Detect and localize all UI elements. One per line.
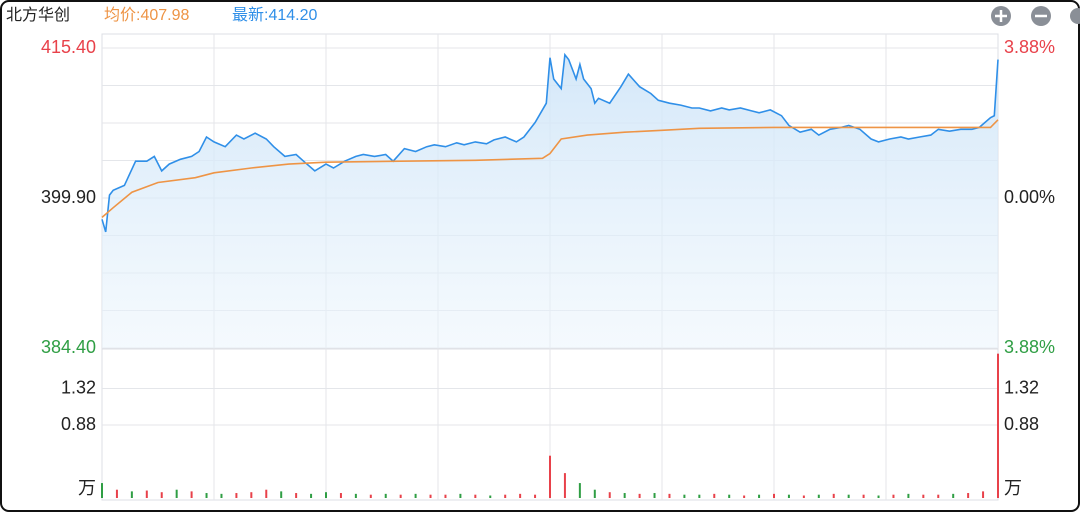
volume-bar [549,455,551,498]
last-price: 最新:414.20 [232,6,317,24]
volume-bar [130,491,133,498]
volume-tick-label: 0.88 [61,414,96,434]
volume-bar [145,490,148,498]
volume-bar [489,495,492,498]
volume-bar [608,492,611,498]
volume-bar [399,494,402,498]
volume-bar [235,493,238,498]
volume-bar [265,489,268,498]
volume-bar [190,491,193,498]
volume-bar [862,494,865,498]
volume-bar [519,493,522,498]
volume-bar [175,489,178,498]
volume-tick-label: 1.32 [1004,377,1039,397]
volume-bar [623,493,626,498]
volume-bar [683,494,686,498]
zoom-out[interactable] [1031,6,1051,26]
volume-bar [563,473,566,498]
price-line [101,52,999,233]
volume-bar [907,493,910,498]
y-tick-label: 415.40 [41,37,96,57]
volume-bar [832,493,835,498]
volume-bar [847,494,850,498]
volume-bar [713,493,716,498]
volume-bar [101,483,103,498]
volume-bar [653,493,656,498]
volume-bar [967,493,970,498]
y-tick-label: 399.90 [41,187,96,207]
volume-tick-label: 1.32 [61,377,96,397]
volume-bar [668,493,671,498]
volume-tick-label: 万 [78,478,96,498]
volume-bar [280,491,283,498]
volume-bar [534,494,537,498]
volume-bar [115,489,118,498]
volume-bar [952,493,955,498]
volume-bar [593,489,596,498]
settings[interactable] [1070,8,1080,24]
volume-tick-label: 0.88 [1004,414,1039,434]
volume-bar [638,493,641,498]
volume-bar [937,494,940,498]
volume-bar [578,483,581,498]
volume-bar [728,494,731,498]
volume-bar [205,493,208,498]
volume-bar [384,493,387,498]
volume-bar [429,494,432,498]
volume-bar [444,494,447,498]
volume-bar [787,494,790,498]
volume-bar [997,353,999,498]
volume-bar [220,493,223,498]
y2-tick-label: 0.00% [1004,187,1055,207]
volume-bar [802,495,805,498]
volume-bar [474,494,477,498]
y2-tick-label: 3.88% [1004,37,1055,57]
volume-bar [698,494,701,498]
volume-tick-label: 万 [1004,478,1022,498]
volume-bar [817,494,820,498]
volume-bar [325,492,327,498]
avg-price: 均价:407.98 [104,6,189,24]
zoom-in[interactable] [991,6,1011,26]
volume-bar [892,494,895,498]
price-line [101,119,999,219]
volume-bar [743,495,746,498]
volume-bar [459,493,462,498]
volume-bar [354,493,357,498]
y2-tick-label: 3.88% [1004,337,1055,357]
volume-bar [414,493,417,498]
y-tick-label: 384.40 [41,337,96,357]
volume-bar [310,493,313,498]
volume-bar [982,491,985,498]
stock-name: 北方华创 [6,6,70,24]
volume-bar [773,493,775,498]
volume-bar [250,492,253,498]
volume-bar [369,494,372,498]
volume-bar [339,493,342,498]
volume-bar [877,495,880,498]
volume-bar [504,494,507,498]
volume-bar [160,492,163,498]
volume-bar [922,494,925,498]
volume-bar [295,493,298,498]
volume-bar [758,494,761,498]
